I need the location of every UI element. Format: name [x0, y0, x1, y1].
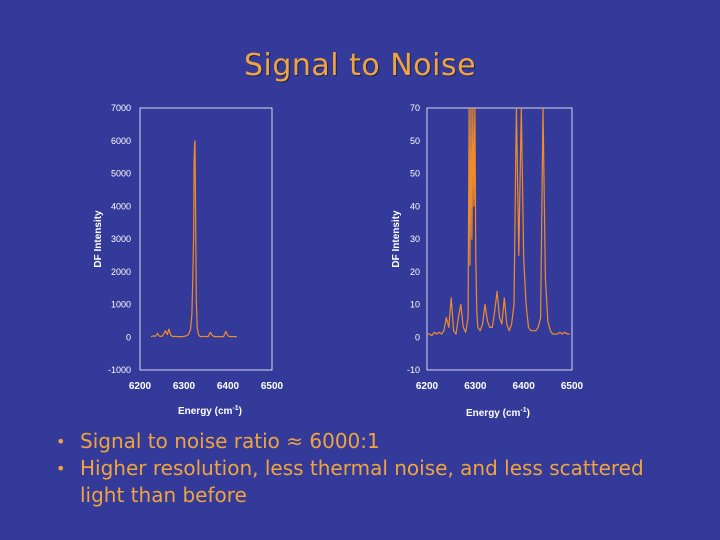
x-tick-label: 6400 [513, 381, 536, 392]
chart-left: -1000 0 1000 2000 3000 4000 5000 6000 7000 6200 63… [93, 103, 284, 417]
bullet-text: Higher resolution, less thermal noise, a… [80, 456, 644, 507]
y-tick-label: 70 [410, 103, 420, 113]
y-tick-label: 6000 [111, 136, 131, 146]
y-tick-label: 0 [126, 332, 131, 342]
bullet-list: • Signal to noise ratio ≈ 6000:1 • Highe… [56, 428, 676, 509]
plot-frame [426, 107, 573, 371]
x-tick-label: 6200 [129, 381, 152, 392]
bullet-icon: • [56, 459, 66, 478]
bullet-icon: • [56, 432, 66, 451]
y-axis-label: DF Intensity [93, 210, 104, 268]
x-tick-label: 6400 [217, 381, 240, 392]
y-tick-label: 10 [410, 300, 420, 310]
y-tick-label: 3000 [111, 234, 131, 244]
chart-right: -10 0 10 20 30 40 50 50 70 6200 6300 6400 6500 DF Int… [391, 103, 584, 419]
x-tick-label: 6300 [173, 381, 196, 392]
y-tick-label: 1000 [111, 300, 131, 310]
y-tick-label: 50 [410, 136, 420, 146]
y-tick-label: 4000 [111, 201, 131, 211]
charts-area: -1000 0 1000 2000 3000 4000 5000 6000 7000 6200 63… [93, 103, 584, 419]
x-axis-label: Energy (cm-1) [178, 405, 242, 417]
y-tick-label: 0 [415, 332, 420, 342]
y-tick-label: 30 [410, 234, 420, 244]
y-tick-label: 7000 [111, 103, 131, 113]
y-tick-label: -10 [407, 365, 420, 375]
y-tick-label: 20 [410, 267, 420, 277]
x-tick-label: 6500 [561, 381, 584, 392]
bullet-text: Signal to noise ratio ≈ 6000:1 [80, 429, 380, 453]
x-axis-label: Energy (cm-1) [466, 407, 530, 419]
bullet-item: • Higher resolution, less thermal noise,… [56, 455, 676, 509]
plot-frame [139, 107, 273, 371]
slide-title: Signal to Noise [243, 48, 477, 83]
y-tick-label: 50 [410, 169, 420, 179]
y-tick-label: 40 [410, 201, 420, 211]
x-tick-label: 6300 [464, 381, 487, 392]
y-tick-label: 5000 [111, 169, 131, 179]
y-axis-label: DF Intensity [391, 210, 402, 268]
series-line [427, 108, 570, 337]
y-tick-label: -1000 [108, 365, 131, 375]
x-tick-label: 6200 [416, 381, 439, 392]
y-tick-label: 2000 [111, 267, 131, 277]
x-tick-label: 6500 [261, 381, 284, 392]
bullet-item: • Signal to noise ratio ≈ 6000:1 [56, 428, 676, 455]
series-line [150, 140, 237, 338]
